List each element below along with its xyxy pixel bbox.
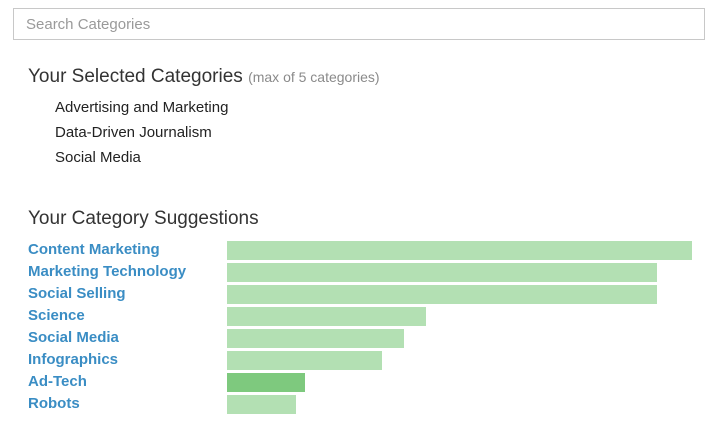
search-input[interactable] [14, 9, 704, 39]
suggestion-row: Content Marketing [0, 239, 718, 261]
suggestion-row: Marketing Technology [0, 261, 718, 283]
relevance-bar[interactable] [227, 351, 382, 370]
selected-categories-heading: Your Selected Categories (max of 5 categ… [28, 66, 380, 88]
selected-category: Data-Driven Journalism [55, 124, 212, 141]
selected-category: Advertising and Marketing [55, 99, 229, 116]
suggestion-link[interactable]: Content Marketing [28, 241, 160, 258]
selected-categories-title: Your Selected Categories [28, 66, 243, 87]
selected-categories-list: Advertising and Marketing Data-Driven Jo… [55, 97, 228, 172]
suggestion-row: Robots [0, 393, 718, 415]
suggestion-link[interactable]: Ad-Tech [28, 373, 87, 390]
suggestion-link[interactable]: Infographics [28, 351, 119, 368]
suggestion-link[interactable]: Social Selling [28, 285, 126, 302]
relevance-bar[interactable] [227, 395, 296, 414]
suggestion-link[interactable]: Marketing Technology [28, 263, 187, 280]
suggestion-link[interactable]: Social Media [28, 329, 119, 346]
relevance-bar[interactable] [227, 241, 692, 260]
suggestion-link[interactable]: Science [28, 307, 85, 324]
relevance-bar[interactable] [227, 329, 404, 348]
relevance-bar[interactable] [227, 307, 426, 326]
suggestion-row: Ad-Tech [0, 371, 718, 393]
suggestion-link[interactable]: Robots [28, 395, 80, 412]
suggestion-row: Infographics [0, 349, 718, 371]
relevance-bar[interactable] [227, 373, 305, 392]
relevance-bar[interactable] [227, 263, 657, 282]
category-suggestions-heading: Your Category Suggestions [28, 208, 259, 229]
max-categories-note: (max of 5 categories) [248, 69, 380, 85]
search-box [13, 8, 705, 40]
suggestion-row: Science [0, 305, 718, 327]
relevance-bar[interactable] [227, 285, 657, 304]
category-suggestions-list: Content Marketing Marketing Technology Soc… [0, 239, 718, 415]
suggestion-row: Social Selling [0, 283, 718, 305]
selected-category: Social Media [55, 149, 141, 166]
suggestion-row: Social Media [0, 327, 718, 349]
